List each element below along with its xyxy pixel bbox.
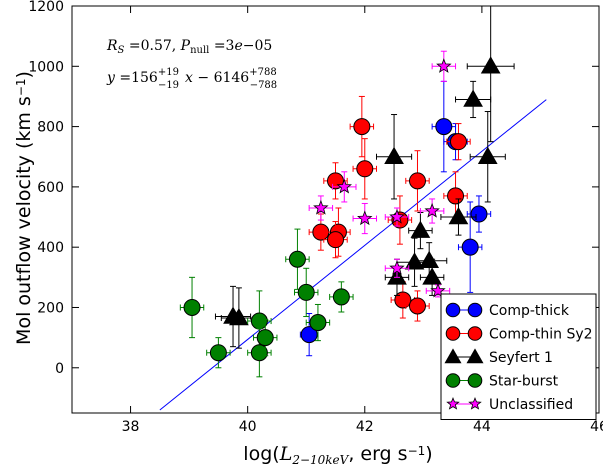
data-point-unclassified (424, 202, 440, 218)
data-point-comp-thin-sy2 (449, 133, 467, 151)
data-point-comp-thin-sy2 (408, 172, 426, 190)
legend-marker (466, 348, 484, 364)
data-point-star-burst (332, 288, 350, 306)
data-point-comp-thick (300, 326, 318, 344)
legend: Comp-thick Comp-thin Sy2 Seyfert 1 Star-bur… (440, 293, 597, 420)
legend-item-unclassified: Unclassified (446, 397, 573, 413)
x-tick-label: 40 (239, 419, 257, 435)
x-tick-label: 42 (356, 419, 374, 435)
legend-label: Seyfert 1 (489, 350, 553, 366)
data-point-comp-thin-sy2 (353, 118, 371, 136)
legend-item-comp-thick: Comp-thick (445, 302, 570, 319)
legend-label: Comp-thin Sy2 (489, 327, 593, 343)
y-tick-label: 0 (55, 361, 64, 377)
y-axis-label: Mol outflow velocity (km s−1) (13, 71, 35, 345)
axis-ticks: 38 40 42 44 46 0 200 400 600 800 1000 1200 (28, 0, 603, 435)
data-point-comp-thin-sy2 (394, 291, 412, 309)
data-point-unclassified (313, 199, 329, 215)
data-point-seyfert-1 (463, 89, 483, 107)
data-point-comp-thin-sy2 (356, 160, 374, 178)
data-marks (159, 6, 547, 411)
y-tick-label: 200 (37, 300, 64, 316)
data-point-star-burst (297, 283, 315, 301)
data-point-comp-thick (470, 205, 488, 223)
y-tick-label: 800 (37, 120, 64, 136)
legend-item-comp-thin-sy2: Comp-thin Sy2 (445, 326, 593, 343)
data-point-unclassified (357, 210, 373, 226)
legend-marker (446, 397, 460, 410)
y-tick-label: 1200 (28, 0, 64, 15)
data-point-seyfert-1 (477, 146, 498, 164)
data-point-star-burst (309, 314, 327, 332)
data-point-star-burst (209, 344, 227, 362)
data-point-seyfert-1 (410, 220, 431, 238)
plot-frame (71, 5, 600, 414)
y-tick-label: 600 (37, 180, 64, 196)
data-point-unclassified (336, 178, 352, 194)
x-tick-label: 38 (122, 419, 140, 435)
data-point-unclassified (389, 208, 405, 224)
legend-label: Unclassified (489, 397, 573, 413)
legend-marker (444, 348, 462, 364)
x-axis-label: log(L2−10keV, erg s−1) (243, 443, 432, 467)
y-tick-label: 1000 (28, 59, 64, 75)
legend-marker (445, 326, 461, 341)
data-point-star-burst (183, 298, 201, 316)
legend-label: Comp-thick (489, 303, 570, 319)
data-point-comp-thick (435, 118, 453, 136)
legend-item-star-burst: Star-burst (445, 373, 559, 390)
fit-equation-annotation: y =156+19 −19 x − 6146+788 −788 (106, 67, 277, 91)
legend-marker (445, 373, 461, 388)
data-point-seyfert-1 (229, 308, 249, 326)
legend-marker (467, 326, 483, 341)
data-point-seyfert-1 (448, 207, 469, 225)
data-point-comp-thin-sy2 (447, 187, 465, 205)
x-tick-label: 44 (473, 419, 491, 435)
legend-label: Star-burst (489, 374, 559, 390)
x-tick-label: 46 (590, 419, 603, 435)
data-point-star-burst (288, 250, 306, 268)
y-tick-label: 400 (37, 240, 64, 256)
data-point-star-burst (250, 344, 268, 362)
plot-area (159, 6, 547, 411)
legend-marker (468, 397, 482, 410)
legend-item-seyfert-1: Seyfert 1 (444, 348, 553, 366)
data-point-comp-thin-sy2 (408, 297, 426, 315)
data-point-comp-thin-sy2 (327, 231, 344, 249)
data-point-seyfert-1 (422, 267, 442, 285)
series-unclassified (308, 50, 457, 298)
correlation-annotation: RS =0.57, Pnull =3e−05 (106, 38, 272, 56)
legend-marker (467, 302, 483, 318)
data-point-seyfert-1 (480, 56, 501, 74)
data-point-unclassified (389, 260, 405, 275)
data-point-comp-thick (461, 238, 479, 256)
legend-marker (467, 373, 483, 388)
series-comp-thin-sy2 (308, 95, 471, 322)
series-seyfert-1 (214, 6, 515, 349)
data-point-unclassified (436, 58, 452, 73)
data-point-seyfert-1 (384, 146, 404, 164)
legend-marker (445, 302, 461, 318)
data-point-star-burst (256, 329, 274, 347)
series-star-burst (179, 228, 354, 378)
data-point-unclassified (430, 282, 446, 298)
